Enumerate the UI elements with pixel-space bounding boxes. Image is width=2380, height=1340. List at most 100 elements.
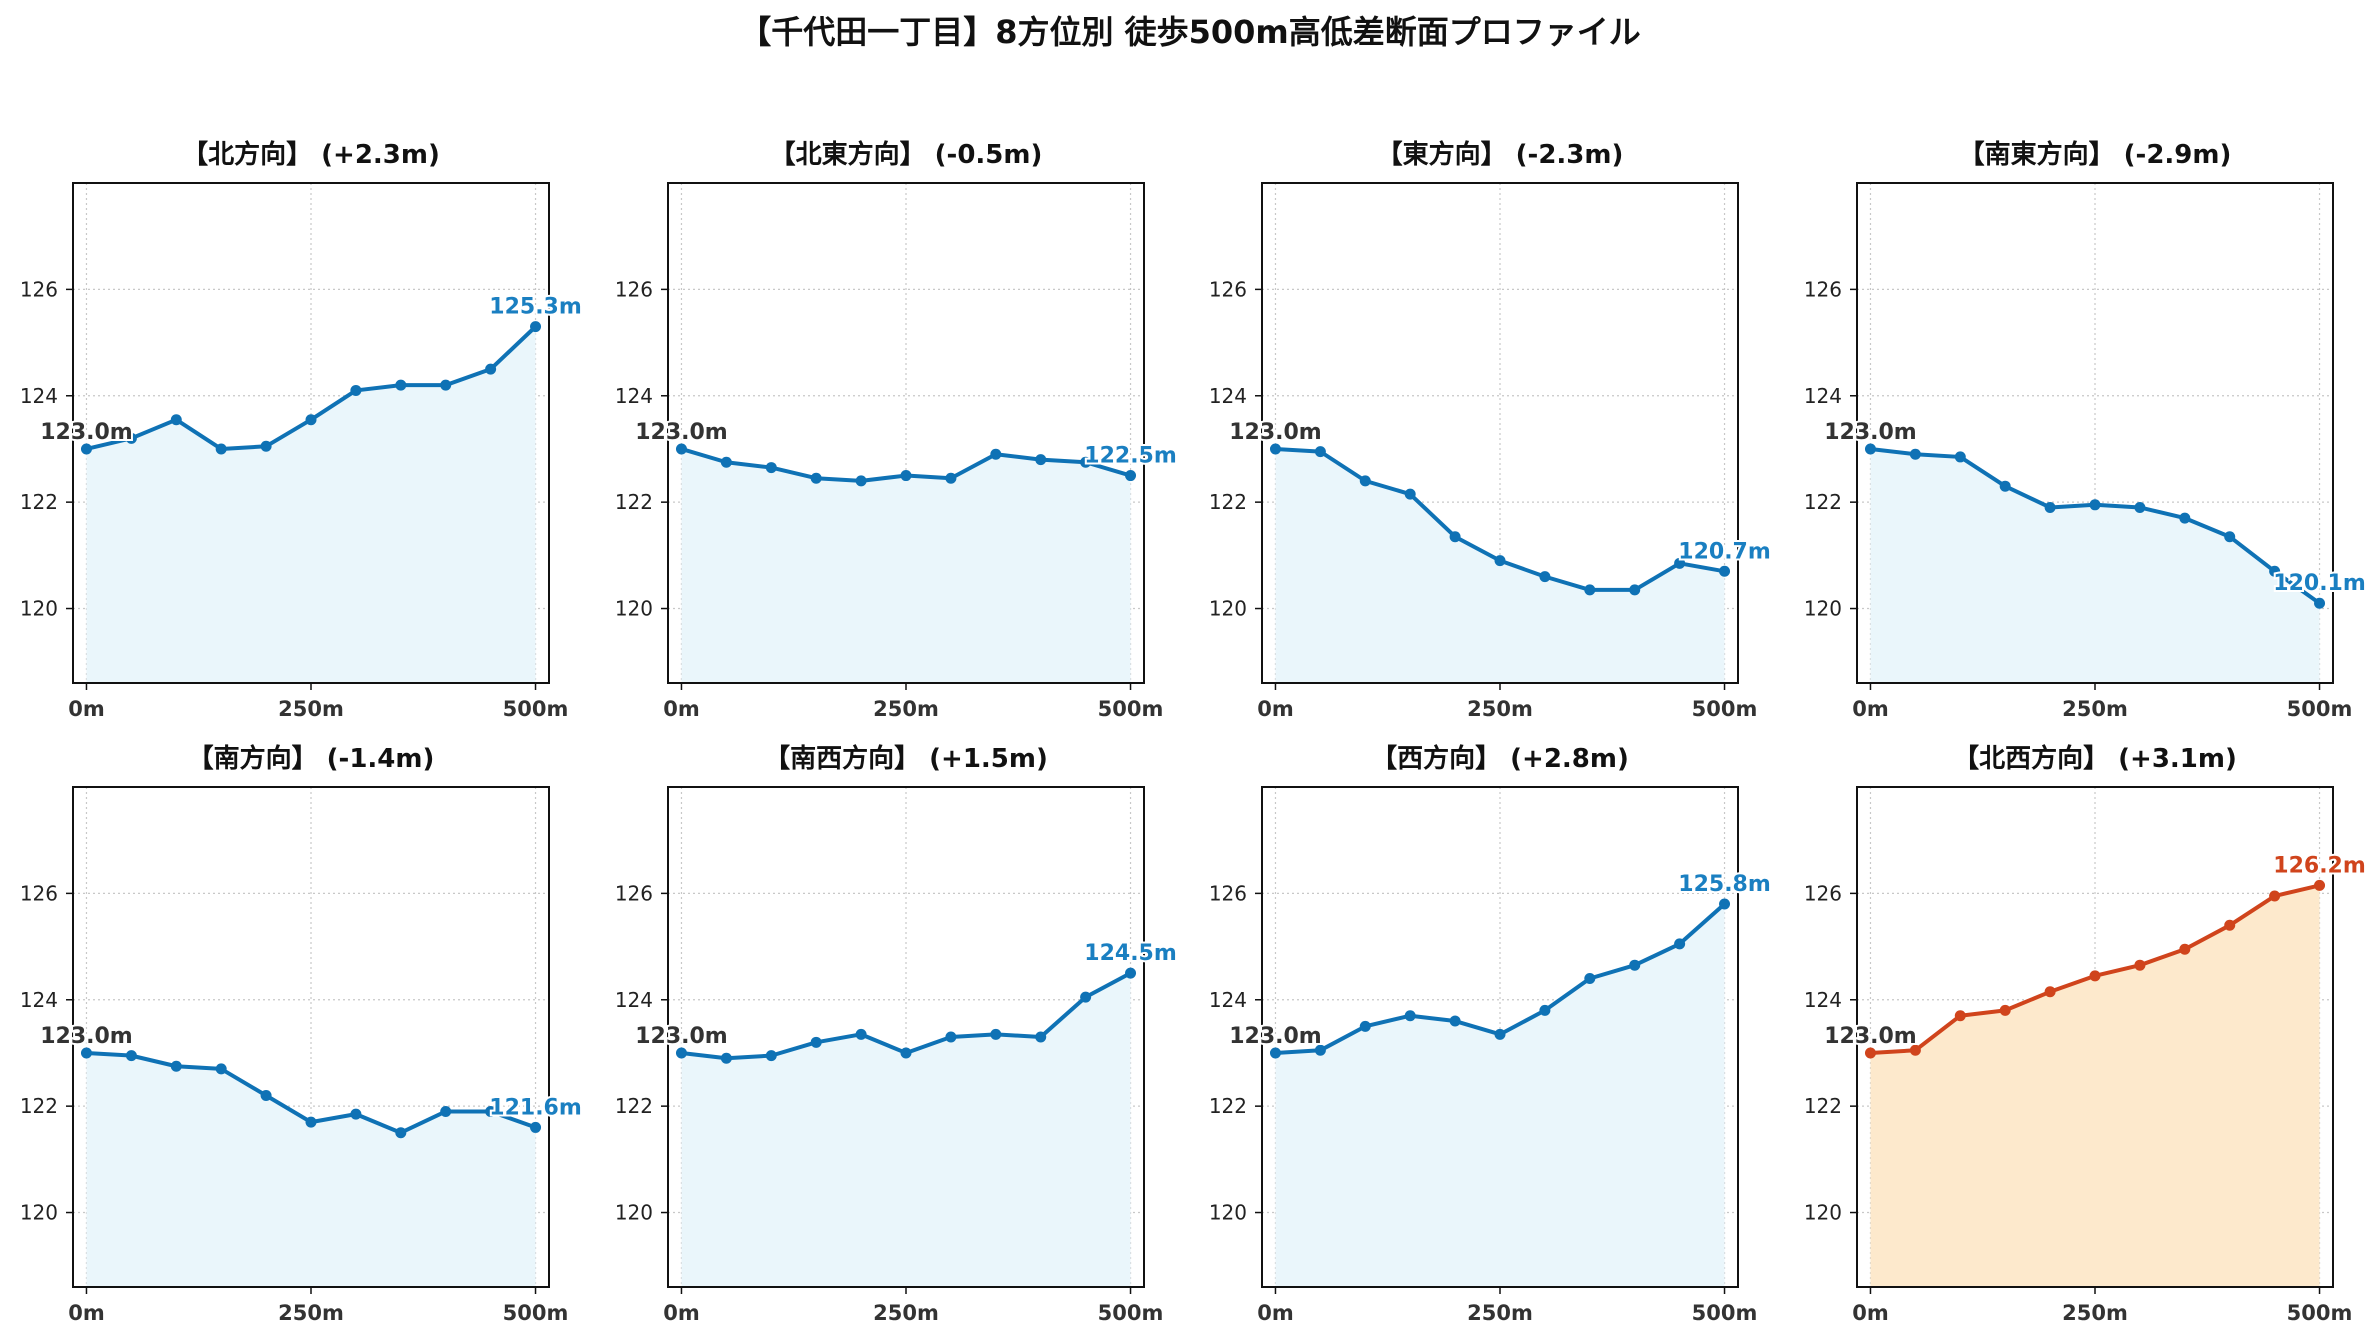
elevation-point <box>80 1047 92 1059</box>
elevation-point <box>1494 1028 1506 1040</box>
end-elevation-label: 122.5m <box>1084 444 1177 469</box>
elevation-area <box>681 448 1131 683</box>
elevation-point <box>720 1052 732 1064</box>
panel-title: 【南方向】 (-1.4m) <box>188 743 435 774</box>
y-tick-label: 122 <box>615 490 653 514</box>
chart-panel: 【北東方向】 (-0.5m) 120 122 124 126 0m 250m 500m 123.… <box>615 139 1179 721</box>
y-tick-label: 124 <box>20 988 58 1012</box>
x-tick-label: 500m <box>503 1301 569 1325</box>
x-tick-label: 250m <box>2062 697 2128 721</box>
y-tick-label: 122 <box>1209 490 1247 514</box>
chart-panel: 【南東方向】 (-2.9m) 120 122 124 126 0m 250m 500m 123.… <box>1804 139 2368 721</box>
elevation-point <box>2089 499 2101 511</box>
elevation-point <box>530 321 542 333</box>
end-elevation-label: 121.6m <box>489 1095 582 1120</box>
elevation-point <box>2314 597 2326 609</box>
chart-panel: 【西方向】 (+2.8m) 120 122 124 126 0m 250m 500m 123.0… <box>1209 743 1773 1325</box>
elevation-point <box>1314 446 1326 458</box>
elevation-point <box>1999 480 2011 492</box>
x-tick-label: 0m <box>1257 1301 1294 1325</box>
y-tick-label: 126 <box>20 277 58 301</box>
elevation-point <box>675 443 687 455</box>
x-tick-label: 0m <box>663 697 700 721</box>
elevation-point <box>2224 919 2236 931</box>
panel-title: 【東方向】 (-2.3m) <box>1377 139 1624 170</box>
y-tick-label: 126 <box>1209 881 1247 905</box>
elevation-point <box>2179 512 2191 524</box>
chart-panel: 【南西方向】 (+1.5m) 120 122 124 126 0m 250m 500m 123.… <box>615 743 1179 1325</box>
end-elevation-label: 120.7m <box>1678 539 1771 564</box>
y-tick-label: 126 <box>1804 277 1842 301</box>
elevation-area <box>1275 904 1725 1287</box>
elevation-point <box>1584 584 1596 596</box>
elevation-point <box>1909 1044 1921 1056</box>
elevation-point <box>810 472 822 484</box>
elevation-point <box>350 384 362 396</box>
elevation-point <box>485 363 497 375</box>
elevation-point <box>125 432 137 444</box>
chart-panel: 【北方向】 (+2.3m) 120 122 124 126 0m 250m 500m 123.0… <box>20 139 584 721</box>
elevation-point <box>260 440 272 452</box>
elevation-point <box>855 475 867 487</box>
y-tick-label: 126 <box>615 881 653 905</box>
elevation-point <box>170 1060 182 1072</box>
y-tick-label: 124 <box>1209 384 1247 408</box>
x-tick-label: 500m <box>503 697 569 721</box>
end-elevation-label: 120.1m <box>2273 571 2366 596</box>
elevation-point <box>1539 571 1551 583</box>
elevation-area <box>681 973 1131 1287</box>
start-elevation-label: 123.0m <box>1824 420 1917 445</box>
elevation-point <box>1080 991 1092 1003</box>
elevation-point <box>945 472 957 484</box>
x-tick-label: 500m <box>1098 697 1164 721</box>
y-tick-label: 120 <box>1209 1201 1247 1225</box>
x-tick-label: 500m <box>1692 1301 1758 1325</box>
elevation-point <box>2134 501 2146 513</box>
elevation-point <box>900 470 912 482</box>
x-tick-label: 250m <box>1467 697 1533 721</box>
x-tick-label: 0m <box>68 697 105 721</box>
y-tick-label: 122 <box>20 1094 58 1118</box>
elevation-point <box>395 1127 407 1139</box>
x-tick-label: 0m <box>1852 697 1889 721</box>
panel-title: 【北東方向】 (-0.5m) <box>770 139 1043 170</box>
elevation-point <box>2044 501 2056 513</box>
elevation-area <box>1870 885 2320 1287</box>
elevation-point <box>1494 555 1506 567</box>
elevation-point <box>810 1036 822 1048</box>
y-tick-label: 124 <box>1804 988 1842 1012</box>
x-tick-label: 250m <box>1467 1301 1533 1325</box>
y-tick-label: 124 <box>20 384 58 408</box>
elevation-point <box>1674 557 1686 569</box>
start-elevation-label: 123.0m <box>40 1024 133 1049</box>
elevation-point <box>1864 443 1876 455</box>
x-tick-label: 250m <box>278 1301 344 1325</box>
figure-title: 【千代田一丁目】8方位別 徒歩500m高低差断面プロファイル <box>739 13 1641 51</box>
y-tick-label: 120 <box>1804 1201 1842 1225</box>
start-elevation-label: 123.0m <box>1229 420 1322 445</box>
elevation-point <box>2269 890 2281 902</box>
x-tick-label: 500m <box>1098 1301 1164 1325</box>
elevation-point <box>2269 565 2281 577</box>
panel-title: 【南西方向】 (+1.5m) <box>764 743 1048 774</box>
panel-title: 【西方向】 (+2.8m) <box>1371 743 1629 774</box>
x-tick-label: 0m <box>68 1301 105 1325</box>
elevation-point <box>125 1050 137 1062</box>
elevation-point <box>1359 475 1371 487</box>
elevation-point <box>305 1116 317 1128</box>
elevation-point <box>855 1028 867 1040</box>
y-tick-label: 120 <box>20 1201 58 1225</box>
elevation-point <box>1629 584 1641 596</box>
elevation-point <box>1359 1020 1371 1032</box>
x-tick-label: 500m <box>1692 697 1758 721</box>
elevation-point <box>2314 879 2326 891</box>
elevation-point <box>675 1047 687 1059</box>
start-elevation-label: 123.0m <box>635 420 728 445</box>
elevation-point <box>530 1121 542 1133</box>
elevation-point <box>1584 972 1596 984</box>
y-tick-label: 124 <box>615 988 653 1012</box>
chart-panel: 【東方向】 (-2.3m) 120 122 124 126 0m 250m 500m 123.0… <box>1209 139 1773 721</box>
elevation-point <box>1035 1031 1047 1043</box>
panel-title: 【南東方向】 (-2.9m) <box>1959 139 2232 170</box>
elevation-point <box>395 379 407 391</box>
